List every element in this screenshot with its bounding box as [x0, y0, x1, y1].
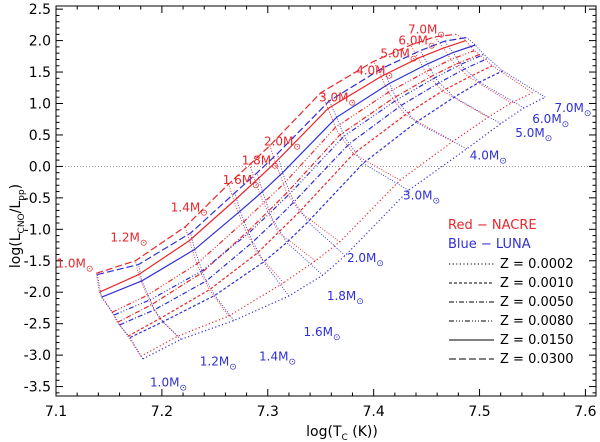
mass-labels-group: 1.0M⊙1.2M⊙1.4M⊙1.6M⊙1.8M⊙2.0M⊙3.0M⊙4.0M⊙… — [56, 23, 591, 394]
series-line-luna-z-0-0050 — [119, 57, 489, 326]
isomass-line-blue — [96, 274, 144, 360]
mass-label-red: 1.8M⊙ — [242, 154, 279, 172]
mass-label-blue: 1.2M⊙ — [200, 354, 237, 372]
series-group — [96, 33, 546, 360]
series-line-nacre-z-0-0010 — [127, 65, 493, 337]
mass-label-red: 6.0M⊙ — [398, 33, 435, 51]
legend: Red − NACRE Blue − LUNA Z = 0.0002 Z = 0.… — [448, 218, 574, 367]
x-tick-label: 7.1 — [45, 404, 67, 420]
legend-red-label: Red − NACRE — [448, 218, 537, 233]
series-line-luna-z-0-0150 — [101, 44, 476, 298]
mass-label-red: 1.4M⊙ — [171, 201, 208, 219]
y-tick-label: -1.5 — [24, 254, 51, 270]
series-line-nacre-z-0-0002 — [140, 92, 533, 357]
isomass-line-blue — [419, 50, 501, 124]
y-tick-label: -1.0 — [24, 222, 51, 238]
isomass-line-blue — [381, 68, 468, 150]
y-tick-label: 0.5 — [29, 128, 51, 144]
x-tick-label: 7.2 — [151, 404, 173, 420]
isomass-line-blue — [328, 100, 409, 191]
y-tick-label: -2.0 — [24, 285, 51, 301]
mass-label-red: 2.0M⊙ — [264, 135, 301, 153]
isomass-line-red — [95, 273, 142, 357]
legend-blue-label: Blue − LUNA — [448, 237, 531, 252]
series-line-nacre-z-0-0150 — [99, 40, 466, 293]
y-tick-label: 2.5 — [29, 2, 51, 18]
mass-label-blue: 6.0M⊙ — [532, 112, 569, 130]
series-line-luna-z-0-0010 — [129, 70, 504, 339]
x-tick-label: 7.4 — [363, 404, 385, 420]
mass-label-blue: 1.8M⊙ — [327, 289, 364, 307]
isomass-line-red — [455, 33, 533, 94]
mass-label-red: 5.0M⊙ — [380, 47, 417, 65]
mass-label-blue: 5.0M⊙ — [515, 126, 552, 144]
y-tick-label: -2.5 — [24, 317, 51, 333]
isomass-line-blue — [466, 37, 546, 98]
mass-label-blue: 2.0M⊙ — [347, 251, 384, 269]
series-line-luna-z-0-0080 — [113, 53, 485, 316]
axes-group: 7.1 7.2 7.3 7.4 7.5 7.6 2.5 2.0 1.5 1.0 0.5 0.0 -0.5… — [24, 2, 597, 420]
series-line-luna-z-0-0002 — [142, 96, 546, 360]
isomass-line-blue — [234, 192, 290, 297]
isomass-line-red — [184, 226, 229, 317]
mass-label-red: 1.2M⊙ — [110, 230, 147, 248]
legend-entry-label: Z = 0.0010 — [500, 276, 574, 291]
legend-entry-label: Z = 0.0050 — [500, 295, 574, 310]
y-tick-label: -0.5 — [24, 191, 51, 207]
y-tick-label: 1.0 — [29, 97, 51, 113]
series-line-nacre-z-0-0080 — [111, 50, 475, 313]
mass-label-blue: 7.0M⊙ — [554, 101, 591, 119]
plot-frame — [55, 5, 597, 397]
isomass-line-blue — [276, 153, 346, 257]
isomass-line-red — [228, 183, 284, 284]
x-tick-label: 7.5 — [468, 404, 490, 420]
mass-label-red: 3.0M⊙ — [319, 91, 356, 109]
isomass-line-red — [249, 164, 316, 262]
y-axis-label: log(LCNO/Lpp) — [8, 184, 27, 268]
isomass-line-red — [320, 92, 401, 181]
x-tick-label: 7.3 — [257, 404, 279, 420]
x-axis-label: log(TC (K)) — [306, 424, 378, 442]
legend-entry-label: Z = 0.0002 — [500, 257, 574, 272]
series-line-luna-z-0-0300 — [97, 36, 467, 276]
legend-entry-label: Z = 0.0300 — [500, 352, 574, 367]
isomass-line-red — [410, 44, 489, 118]
isomass-line-blue — [444, 40, 525, 109]
mass-label-red: 4.0M⊙ — [356, 64, 393, 82]
series-line-nacre-z-0-0300 — [96, 33, 457, 274]
mass-label-red: 1.0M⊙ — [56, 257, 93, 275]
y-tick-label: 1.5 — [29, 65, 51, 81]
y-tick-label: -3.5 — [24, 380, 51, 396]
series-line-nacre-z-0-0050 — [117, 53, 480, 323]
isomass-line-red — [373, 61, 454, 142]
y-tick-label: 2.0 — [29, 34, 51, 50]
isomass-line-blue — [190, 232, 235, 321]
y-tick-label: -3.0 — [24, 348, 51, 364]
mass-label-blue: 1.0M⊙ — [150, 376, 187, 394]
mass-label-red: 1.6M⊙ — [223, 173, 260, 191]
mass-label-blue: 1.6M⊙ — [304, 325, 341, 343]
mass-label-blue: 1.4M⊙ — [259, 349, 296, 367]
mass-label-red: 7.0M⊙ — [408, 23, 445, 41]
y-tick-label: 0.0 — [29, 159, 51, 175]
isomass-line-red — [269, 145, 341, 243]
mass-label-blue: 4.0M⊙ — [470, 149, 507, 167]
legend-entry-label: Z = 0.0150 — [500, 333, 574, 348]
isomass-lines-group — [95, 33, 546, 360]
legend-entry-label: Z = 0.0080 — [500, 314, 574, 329]
x-tick-label: 7.6 — [574, 404, 596, 420]
isomass-line-blue — [138, 264, 182, 340]
mass-label-blue: 3.0M⊙ — [403, 188, 440, 206]
